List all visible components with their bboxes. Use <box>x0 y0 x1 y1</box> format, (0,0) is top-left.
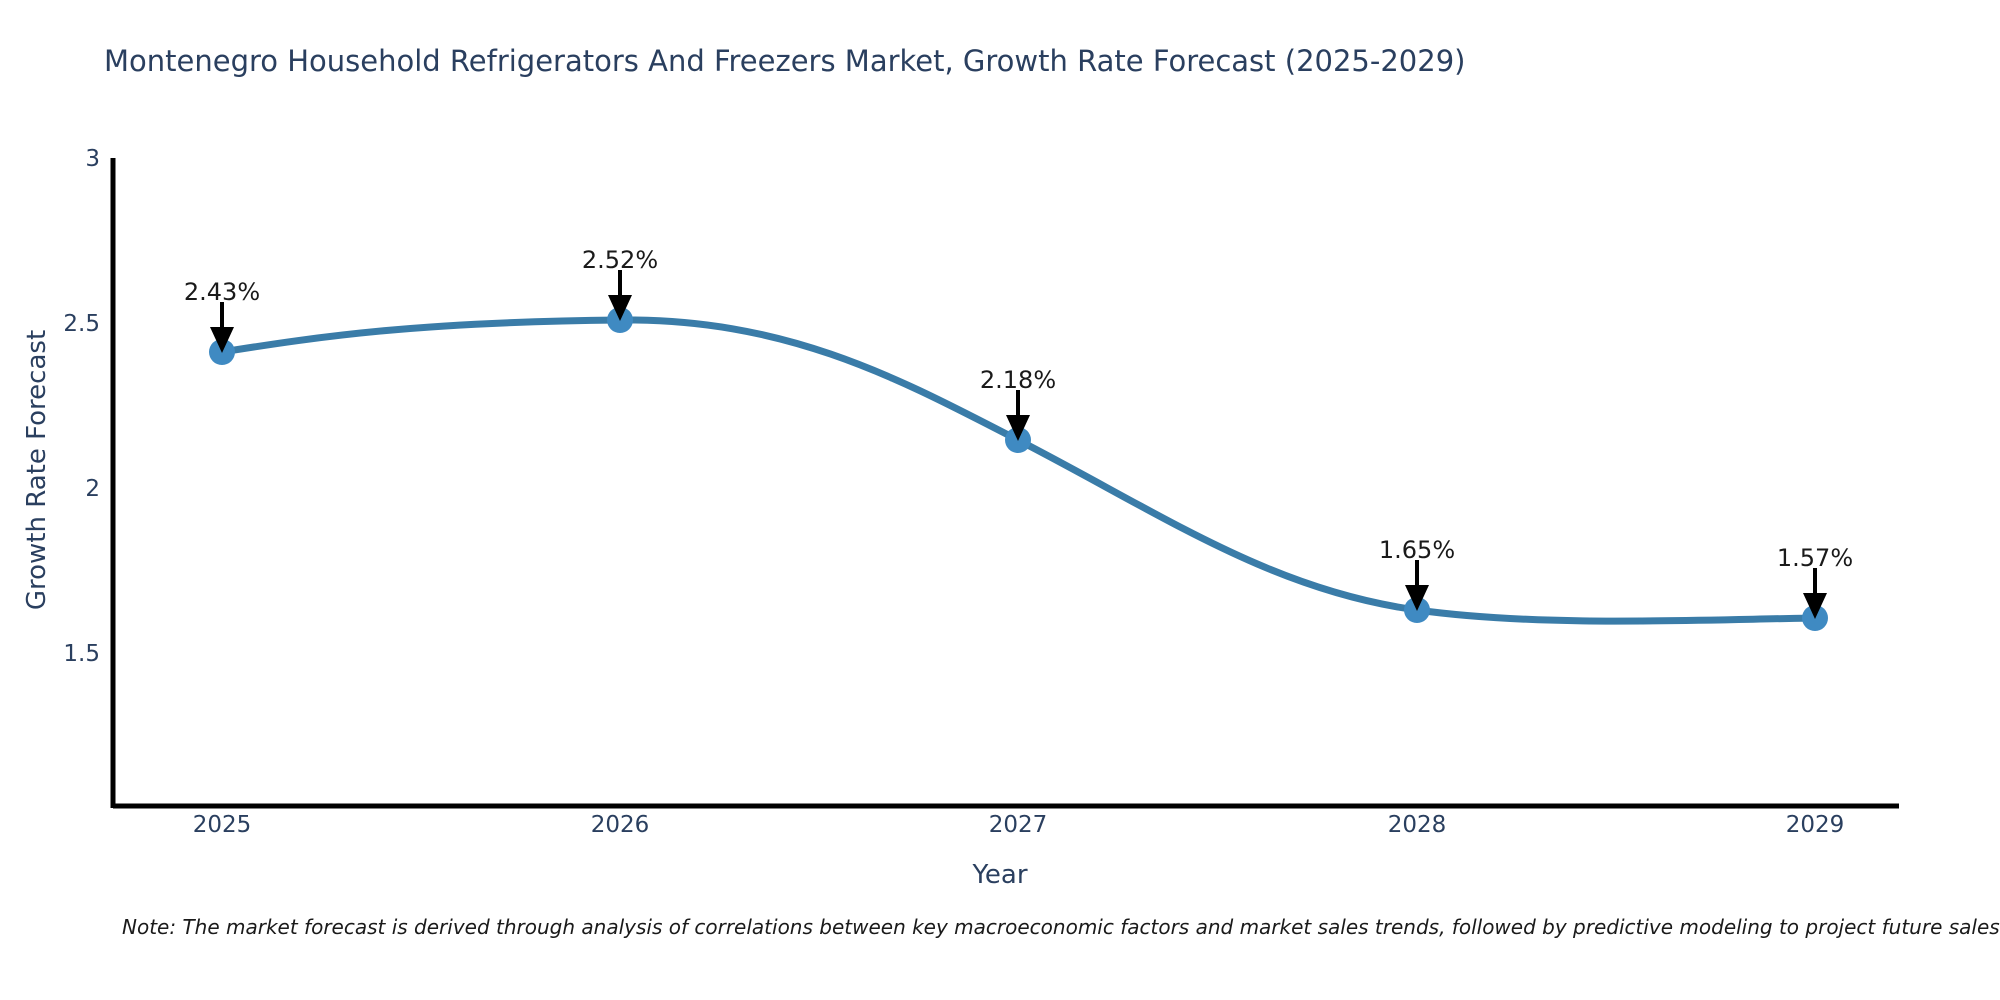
data-label-2027: 2.18% <box>979 366 1057 394</box>
x-tick-label-2027: 2027 <box>988 812 1048 838</box>
annotation-arrow-2027 <box>1006 390 1030 441</box>
annotation-arrow-2028 <box>1405 560 1429 611</box>
x-tick-label-2028: 2028 <box>1387 812 1447 838</box>
y-tick-label-3: 3 <box>85 146 100 172</box>
annotation-arrow-2029 <box>1803 568 1827 619</box>
annotation-arrow-2025 <box>210 302 234 353</box>
annotation-arrow-2026 <box>608 270 632 321</box>
x-tick-label-2029: 2029 <box>1785 812 1845 838</box>
data-label-2029: 1.57% <box>1776 544 1854 572</box>
x-tick-label-2026: 2026 <box>590 812 650 838</box>
data-label-2028: 1.65% <box>1378 536 1456 564</box>
footnote: Note: The market forecast is derived thr… <box>122 915 2000 939</box>
x-tick-label-2025: 2025 <box>192 812 252 838</box>
x-axis-title: Year <box>972 860 1028 890</box>
y-tick-label-1-5: 1.5 <box>63 641 100 667</box>
data-label-2025: 2.43% <box>183 278 261 306</box>
page-title: Montenegro Household Refrigerators And F… <box>104 44 1466 78</box>
data-label-2026: 2.52% <box>581 246 659 274</box>
y-tick-label-2: 2 <box>85 476 100 502</box>
y-tick-label-2-5: 2.5 <box>63 311 100 337</box>
